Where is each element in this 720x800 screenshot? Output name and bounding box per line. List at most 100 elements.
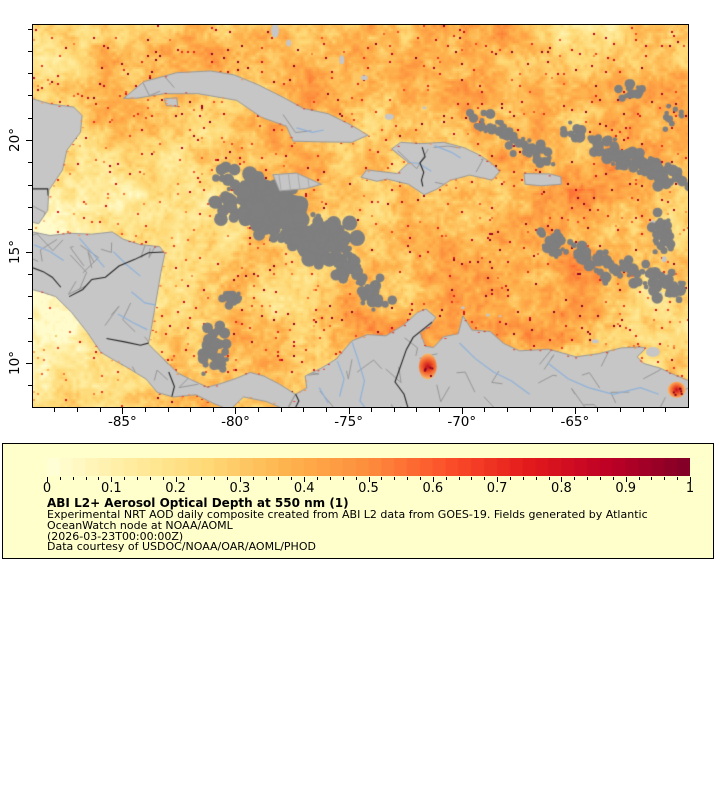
axis-tick (625, 477, 627, 482)
axis-tick (484, 477, 486, 480)
map-plot-area (32, 24, 689, 408)
axis-tick (122, 408, 124, 414)
axis-tick (561, 477, 563, 482)
legend-description-line: OceanWatch node at NOAA/AOML (47, 518, 233, 532)
axis-tick (47, 477, 48, 482)
axis-tick (26, 363, 32, 365)
axis-tick (212, 408, 214, 412)
axis-tick (651, 477, 653, 480)
axis-tick (329, 477, 331, 480)
axis-tick (28, 28, 32, 30)
axis-tick (190, 408, 192, 412)
axis-tick (506, 408, 508, 412)
axis-tick (162, 477, 164, 480)
axis-tick (355, 477, 357, 480)
longitude-tick-label: -65° (560, 414, 590, 430)
axis-tick (509, 477, 511, 480)
axis-tick (393, 408, 395, 412)
axis-tick (325, 408, 327, 412)
axis-tick (348, 408, 350, 414)
axis-tick (574, 477, 576, 480)
axis-tick (416, 408, 418, 412)
axis-tick (28, 340, 32, 342)
colorbar-tick-label: 0.4 (293, 481, 315, 496)
axis-tick (535, 477, 537, 480)
axis-tick (291, 477, 293, 480)
legend-timestamp: (2026-03-23T00:00:00Z) (47, 529, 184, 543)
legend-description-line: Experimental NRT AOD daily composite cre… (47, 508, 648, 521)
axis-tick (552, 408, 554, 412)
axis-tick (175, 477, 177, 482)
axis-tick (85, 477, 87, 480)
longitude-tick-label: -80° (221, 414, 250, 430)
axis-tick (258, 408, 260, 412)
axis-tick (574, 408, 576, 414)
latitude-tick-label: 15° (7, 239, 23, 264)
axis-tick (28, 318, 32, 320)
latitude-tick-label: 20° (7, 128, 23, 153)
axis-tick (612, 477, 614, 480)
axis-tick (599, 477, 601, 480)
legend-title: ABI L2+ Aerosol Optical Depth at 550 nm … (47, 496, 349, 510)
axis-tick (445, 477, 447, 480)
longitude-tick-label: -75° (334, 414, 364, 430)
axis-tick (642, 408, 644, 412)
axis-tick (342, 477, 344, 480)
axis-tick (497, 477, 499, 482)
axis-tick (317, 477, 319, 480)
axis-tick (167, 408, 169, 412)
axis-tick (665, 408, 667, 412)
axis-tick (124, 477, 126, 480)
axis-tick (265, 477, 267, 480)
axis-tick (26, 251, 32, 253)
axis-tick (239, 477, 241, 482)
axis-tick (28, 296, 32, 298)
axis-tick (149, 477, 151, 480)
axis-tick (664, 477, 666, 480)
axis-tick (278, 477, 280, 480)
axis-tick (381, 477, 383, 480)
longitude-tick-label: -85° (107, 414, 137, 430)
axis-tick (620, 408, 622, 412)
colorbar-tick-label: 0 (42, 481, 52, 496)
axis-tick (461, 408, 463, 414)
axis-tick (28, 206, 32, 208)
axis-tick (252, 477, 254, 480)
axis-tick (484, 408, 486, 412)
axis-tick (439, 408, 441, 412)
axis-tick (26, 140, 32, 142)
axis-tick (99, 408, 101, 412)
axis-tick (677, 477, 679, 480)
longitude-tick-label: -70° (447, 414, 477, 430)
axis-tick (394, 477, 396, 480)
colorbar-tick-label: 0.5 (358, 481, 379, 496)
axis-tick (690, 477, 691, 482)
axis-tick (419, 477, 421, 480)
axis-tick (59, 477, 61, 480)
latitude-tick-label: 10° (7, 351, 23, 376)
axis-tick (111, 477, 113, 482)
colorbar-tick-label: 0.9 (615, 481, 637, 496)
axis-tick (371, 408, 373, 412)
axis-tick (77, 408, 79, 412)
axis-tick (28, 162, 32, 164)
axis-tick (28, 50, 32, 52)
axis-tick (529, 408, 531, 412)
axis-tick (280, 408, 282, 412)
colorbar (47, 458, 690, 476)
axis-tick (28, 229, 32, 231)
axis-tick (188, 477, 190, 480)
axis-tick (471, 477, 473, 480)
axis-tick (407, 477, 409, 480)
colorbar-tick-label: 0.6 (422, 481, 444, 496)
axis-tick (28, 273, 32, 275)
axis-tick (28, 73, 32, 75)
aod-raster-canvas (33, 25, 688, 407)
axis-tick (28, 95, 32, 97)
axis-tick (98, 477, 100, 480)
axis-tick (227, 477, 229, 480)
axis-tick (28, 385, 32, 387)
axis-tick (368, 477, 370, 482)
axis-tick (597, 408, 599, 412)
